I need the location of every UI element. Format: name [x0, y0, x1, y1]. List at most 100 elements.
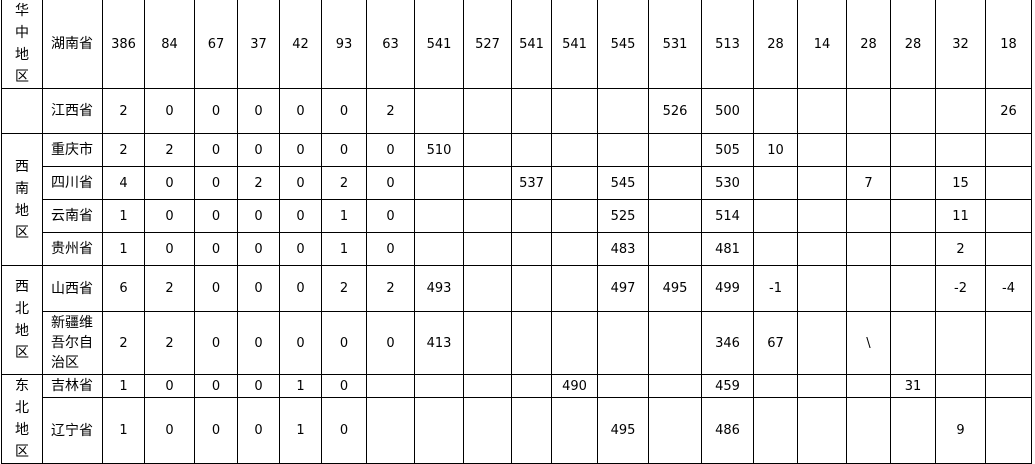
value-cell [985, 133, 1032, 167]
value-cell: 1 [321, 232, 367, 266]
value-cell: 495 [648, 265, 702, 312]
value-cell: 413 [414, 311, 464, 375]
value-cell: 0 [144, 373, 195, 399]
value-cell: 0 [237, 397, 280, 464]
value-cell [551, 166, 598, 200]
value-cell: 6 [102, 265, 145, 312]
province-cell: 江西省 [42, 88, 103, 134]
value-cell: 459 [701, 373, 754, 399]
value-cell: 481 [701, 232, 754, 266]
value-cell [414, 199, 464, 233]
value-cell: 26 [985, 88, 1032, 134]
value-cell [597, 133, 649, 167]
value-cell: 0 [321, 373, 367, 399]
value-cell [551, 232, 598, 266]
region-cell: 西南地区 [1, 133, 43, 266]
value-cell: 0 [366, 311, 415, 375]
value-cell [846, 397, 891, 464]
value-cell: 545 [597, 166, 649, 200]
value-cell [935, 88, 986, 134]
value-cell: 0 [279, 232, 322, 266]
value-cell [648, 232, 702, 266]
table-row: 贵州省 1 0 0 0 0 1 0 483 481 2 [2, 232, 1032, 266]
province-cell: 贵州省 [42, 232, 103, 266]
value-cell [846, 88, 891, 134]
value-cell: 67 [753, 311, 798, 375]
value-cell: 84 [144, 0, 195, 89]
value-cell: 2 [102, 311, 145, 375]
value-cell: 0 [279, 199, 322, 233]
value-cell: \ [846, 311, 891, 375]
value-cell [985, 166, 1032, 200]
table-row: 江西省 2 0 0 0 0 0 2 526 500 26 [1, 88, 1032, 134]
value-cell [551, 265, 598, 312]
value-cell [463, 166, 512, 200]
value-cell [414, 166, 464, 200]
value-cell: 42 [279, 0, 322, 89]
value-cell: 505 [701, 133, 754, 167]
value-cell: 1 [102, 373, 145, 399]
value-cell [890, 265, 936, 312]
value-cell [511, 311, 552, 375]
value-cell: 0 [279, 311, 322, 375]
value-cell [414, 373, 464, 399]
region-label: 华中地区 [15, 3, 29, 85]
value-cell [463, 199, 512, 233]
value-cell [753, 88, 798, 134]
value-cell: 486 [701, 397, 754, 464]
value-cell: 537 [511, 166, 552, 200]
value-cell: 15 [935, 166, 986, 200]
value-cell: 483 [597, 232, 649, 266]
value-cell [463, 397, 512, 464]
value-cell [846, 265, 891, 312]
table-row: 四川省 4 0 0 2 0 2 0 537 545 530 7 15 [2, 166, 1032, 200]
value-cell: 541 [511, 0, 552, 89]
region-cell: 东北地区 [1, 374, 43, 464]
value-cell: 0 [279, 88, 322, 134]
value-cell: 1 [279, 397, 322, 464]
value-cell [797, 133, 847, 167]
value-cell: 493 [414, 265, 464, 312]
value-cell [890, 133, 936, 167]
value-cell [551, 133, 598, 167]
value-cell [753, 373, 798, 399]
value-cell: 1 [102, 199, 145, 233]
value-cell: 0 [194, 232, 238, 266]
value-cell: -4 [985, 265, 1032, 312]
value-cell [463, 133, 512, 167]
value-cell [511, 373, 552, 399]
value-cell [797, 265, 847, 312]
value-cell [890, 311, 936, 375]
value-cell [985, 397, 1032, 464]
province-cell: 辽宁省 [42, 397, 103, 464]
value-cell [985, 311, 1032, 375]
value-cell [551, 397, 598, 464]
table-row: 华中地区 湖南省 386 84 67 37 42 93 63 541 527 541 541 545 531… [1, 0, 1032, 89]
value-cell: 28 [753, 0, 798, 89]
value-cell [985, 232, 1032, 266]
value-cell: 31 [890, 373, 936, 399]
value-cell: 514 [701, 199, 754, 233]
province-cell: 山西省 [42, 265, 103, 312]
value-cell: 545 [597, 0, 649, 89]
value-cell: 346 [701, 311, 754, 375]
value-cell: 0 [279, 265, 322, 312]
value-cell: 0 [194, 166, 238, 200]
value-cell: 526 [648, 88, 702, 134]
value-cell: 0 [194, 311, 238, 375]
table-row: 西南地区 重庆市 2 2 0 0 0 0 0 510 505 10 [1, 133, 1032, 266]
value-cell: 500 [701, 88, 754, 134]
province-cell: 云南省 [42, 199, 103, 233]
region-label: 西北地区 [15, 279, 29, 361]
province-cell: 吉林省 [42, 373, 103, 399]
value-cell [890, 397, 936, 464]
value-cell: 531 [648, 0, 702, 89]
value-cell [511, 133, 552, 167]
value-cell: 2 [366, 88, 415, 134]
value-cell: 2 [321, 265, 367, 312]
value-cell: 0 [237, 373, 280, 399]
value-cell: 490 [551, 373, 598, 399]
value-cell [890, 232, 936, 266]
value-cell: 0 [144, 166, 195, 200]
value-cell [846, 199, 891, 233]
